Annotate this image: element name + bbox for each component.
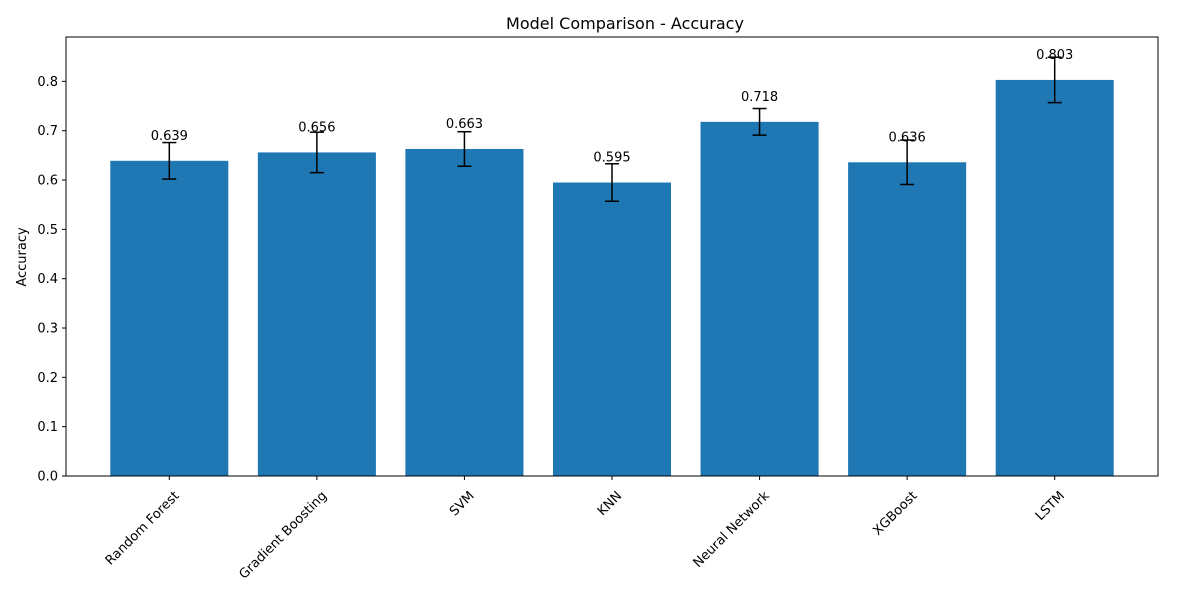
x-tick-label: Random Forest	[103, 489, 183, 569]
bar	[552, 182, 672, 476]
data-label: 0.718	[741, 90, 778, 105]
data-label: 0.803	[1036, 48, 1073, 63]
bar	[257, 152, 376, 476]
data-label: 0.639	[151, 129, 188, 144]
y-tick-label: 0.8	[37, 75, 58, 90]
y-tick-label: 0.0	[37, 470, 58, 485]
x-tick-label: KNN	[595, 489, 625, 519]
data-label: 0.656	[298, 120, 335, 135]
y-tick-label: 0.3	[37, 322, 58, 337]
data-label: 0.636	[889, 130, 926, 145]
y-tick-label: 0.6	[37, 174, 58, 189]
y-tick-label: 0.2	[37, 371, 58, 386]
bar	[110, 160, 229, 476]
y-tick-label: 0.4	[37, 272, 58, 287]
bar	[848, 162, 967, 476]
data-label: 0.663	[446, 117, 483, 132]
plot-frame	[65, 36, 1159, 477]
x-tick-label: XGBoost	[870, 489, 920, 539]
x-tick-label: Gradient Boosting	[236, 489, 330, 583]
x-tick-label: LSTM	[1033, 489, 1068, 524]
bar	[405, 148, 524, 476]
x-tick-label: Neural Network	[691, 488, 774, 571]
chart-title: Model Comparison - Accuracy	[506, 14, 744, 33]
y-tick-label: 0.1	[37, 420, 58, 435]
x-tick-label: SVM	[447, 489, 478, 520]
data-label: 0.595	[593, 151, 630, 166]
plot-area: 0.0 0.1 0.2 0.3 0.4 0.5 0.6 0.7 0.8 0.639 Random F…	[37, 48, 1114, 583]
y-tick-label: 0.7	[37, 124, 58, 139]
y-tick-label: 0.5	[37, 223, 58, 238]
y-axis-label: Accuracy	[15, 227, 30, 287]
bar	[995, 79, 1114, 476]
bar	[700, 121, 819, 476]
